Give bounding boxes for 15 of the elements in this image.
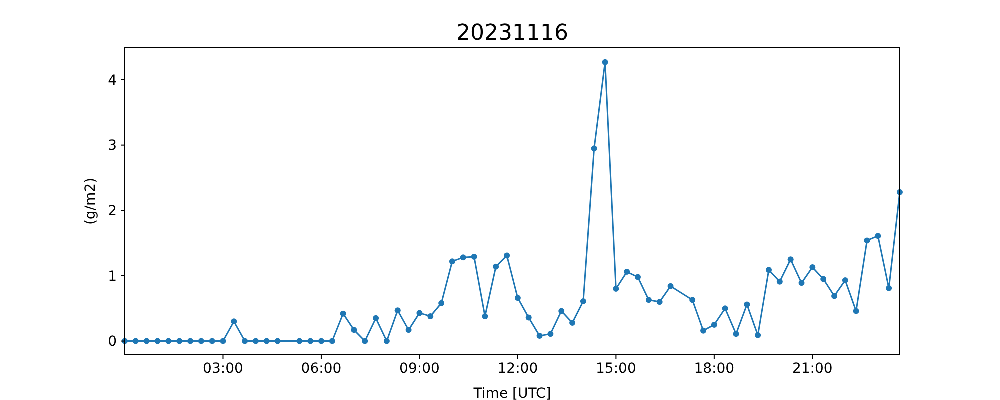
- x-tick-label: 03:00: [203, 361, 244, 377]
- y-tick-label: 1: [108, 268, 117, 285]
- y-axis-title: (g/m2): [83, 178, 99, 226]
- x-tick-label: 12:00: [498, 361, 538, 377]
- y-tick-label: 2: [108, 204, 117, 220]
- y-tick-label: 4: [108, 72, 118, 89]
- x-tick-label: 06:00: [301, 361, 342, 377]
- chart-title: 20231116: [456, 21, 568, 46]
- x-tick-label: 09:00: [400, 361, 440, 377]
- x-tick-label: 21:00: [792, 361, 833, 377]
- y-tick-label: 3: [108, 138, 117, 154]
- y-tick-label: 0: [108, 334, 117, 350]
- x-tick-label: 18:00: [694, 361, 735, 377]
- x-tick-label: 15:00: [596, 361, 636, 377]
- x-axis-title: Time [UTC]: [472, 386, 552, 400]
